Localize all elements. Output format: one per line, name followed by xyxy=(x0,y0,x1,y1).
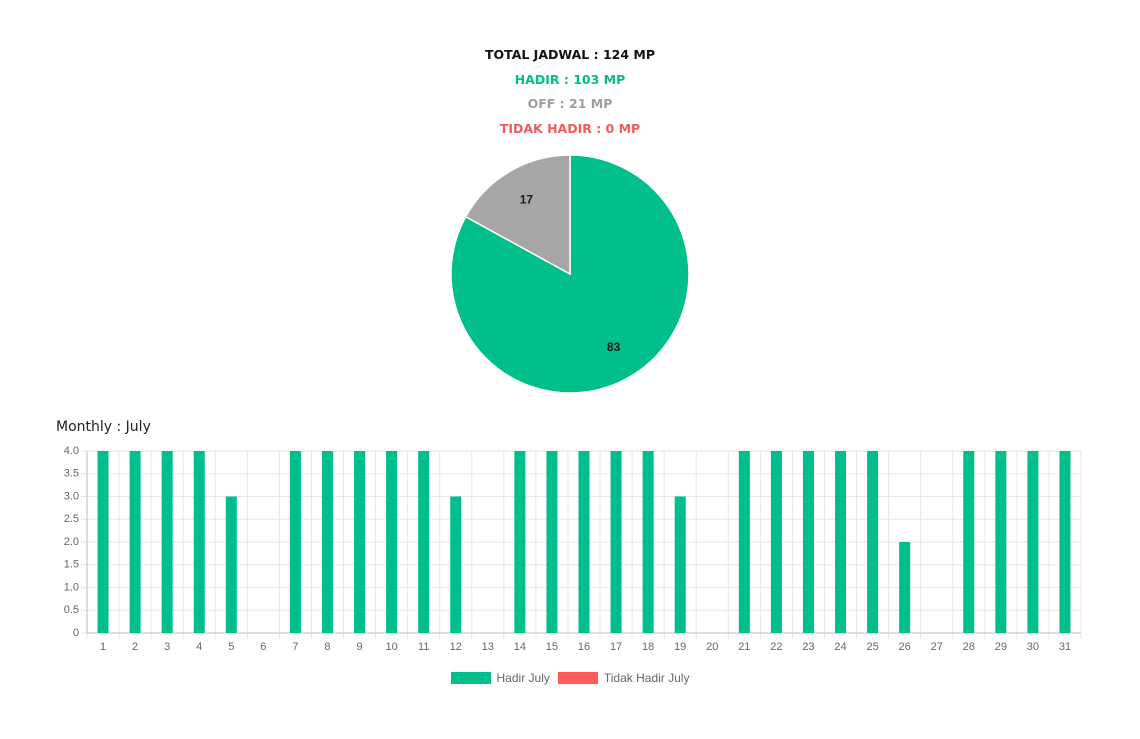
bar-hadir-day-2[interactable] xyxy=(129,451,141,633)
bar-hadir-day-23[interactable] xyxy=(802,451,814,633)
bar-hadir-day-24[interactable] xyxy=(835,451,847,633)
x-tick-label: 29 xyxy=(995,641,1007,653)
x-tick-label: 30 xyxy=(1027,641,1039,653)
bar-hadir-day-21[interactable] xyxy=(738,451,750,633)
bar-hadir-day-15[interactable] xyxy=(546,451,558,633)
bar-hadir-day-26[interactable] xyxy=(899,542,911,633)
bar-hadir-day-9[interactable] xyxy=(354,451,366,633)
x-tick-label: 5 xyxy=(228,641,234,653)
x-tick-label: 1 xyxy=(100,641,106,653)
bar-hadir-day-30[interactable] xyxy=(1027,451,1039,633)
x-tick-label: 28 xyxy=(963,641,975,653)
x-tick-label: 8 xyxy=(324,641,330,653)
y-tick-label: 0 xyxy=(73,627,79,639)
x-tick-label: 3 xyxy=(164,641,170,653)
x-tick-label: 27 xyxy=(931,641,943,653)
monthly-title: Monthly : July xyxy=(56,419,151,435)
bar-hadir-day-12[interactable] xyxy=(450,496,462,634)
monthly-bar-chart: 00.51.01.52.02.53.03.54.01 2 3 4 5 6 7 8 9 10 11 12… xyxy=(64,445,1082,653)
x-tick-label: 26 xyxy=(899,641,911,653)
legend-item-hadir[interactable]: Hadir July xyxy=(450,671,550,685)
bar-hadir-day-17[interactable] xyxy=(610,451,622,633)
legend-label-hadir: Hadir July xyxy=(496,671,550,685)
bar-hadir-day-22[interactable] xyxy=(770,451,782,633)
x-tick-label: 16 xyxy=(578,641,590,653)
y-tick-label: 3.5 xyxy=(64,468,79,480)
x-tick-label: 31 xyxy=(1059,641,1071,653)
x-tick-label: 20 xyxy=(706,641,718,653)
x-tick-label: 12 xyxy=(450,641,462,653)
x-tick-label: 11 xyxy=(418,641,429,653)
legend-label-tidak-hadir: Tidak Hadir July xyxy=(603,671,690,685)
bar-hadir-day-3[interactable] xyxy=(161,451,173,633)
bar-hadir-day-28[interactable] xyxy=(963,451,975,633)
x-tick-label: 19 xyxy=(674,641,686,653)
x-tick-label: 22 xyxy=(770,641,782,653)
attendance-pie-chart: 83 17 xyxy=(450,154,690,394)
attendance-summary: TOTAL JADWAL : 124 MP HADIR : 103 MP OFF… xyxy=(0,43,1140,141)
x-tick-label: 18 xyxy=(642,641,654,653)
bar-hadir-day-29[interactable] xyxy=(995,451,1007,633)
y-tick-label: 0.5 xyxy=(64,604,79,616)
x-tick-label: 21 xyxy=(738,641,750,653)
total-jadwal-text: TOTAL JADWAL : 124 MP xyxy=(484,47,655,62)
bar-hadir-day-25[interactable] xyxy=(867,451,879,633)
x-tick-label: 9 xyxy=(356,641,362,653)
pie-data-label: 17 xyxy=(520,192,534,206)
bar-hadir-day-11[interactable] xyxy=(418,451,430,633)
pie-data-label: 83 xyxy=(607,340,621,354)
legend-swatch-tidak-hadir xyxy=(557,672,598,684)
x-tick-label: 7 xyxy=(292,641,298,653)
hadir-text: HADIR : 103 MP xyxy=(514,71,626,87)
x-tick-label: 2 xyxy=(132,641,138,653)
bar-chart-legend: Hadir July Tidak Hadir July xyxy=(0,671,1140,685)
x-tick-label: 15 xyxy=(546,641,558,653)
y-tick-label: 3.0 xyxy=(64,490,79,502)
y-tick-label: 1.5 xyxy=(64,559,79,571)
bar-hadir-day-1[interactable] xyxy=(97,451,109,633)
off-text: OFF : 21 MP xyxy=(527,96,613,111)
legend-item-tidak-hadir[interactable]: Tidak Hadir July xyxy=(557,671,690,685)
bar-hadir-day-16[interactable] xyxy=(578,451,590,633)
x-tick-label: 23 xyxy=(802,641,814,653)
y-tick-label: 2.5 xyxy=(64,513,79,525)
bar-hadir-day-4[interactable] xyxy=(193,451,205,633)
x-tick-label: 10 xyxy=(385,641,397,653)
y-tick-label: 1.0 xyxy=(64,581,79,593)
x-tick-label: 6 xyxy=(260,641,266,653)
bar-hadir-day-18[interactable] xyxy=(642,451,654,633)
x-tick-label: 25 xyxy=(866,641,878,653)
bar-hadir-day-8[interactable] xyxy=(321,451,333,633)
tidak-hadir-text: TIDAK HADIR : 0 MP xyxy=(499,120,641,136)
bar-hadir-day-14[interactable] xyxy=(514,451,526,633)
x-tick-label: 24 xyxy=(834,641,846,653)
bar-hadir-day-5[interactable] xyxy=(225,496,237,634)
legend-swatch-hadir xyxy=(450,672,491,684)
x-tick-label: 17 xyxy=(610,641,622,653)
y-tick-label: 4.0 xyxy=(64,445,79,457)
bar-hadir-day-10[interactable] xyxy=(386,451,398,633)
bar-hadir-day-7[interactable] xyxy=(289,451,301,633)
bar-hadir-day-19[interactable] xyxy=(674,496,686,634)
x-tick-label: 14 xyxy=(514,641,526,653)
bar-hadir-day-31[interactable] xyxy=(1059,451,1071,633)
y-tick-label: 2.0 xyxy=(64,536,79,548)
pie-slice-off[interactable] xyxy=(464,154,571,276)
x-tick-label: 4 xyxy=(196,641,202,653)
x-tick-label: 13 xyxy=(482,641,494,653)
